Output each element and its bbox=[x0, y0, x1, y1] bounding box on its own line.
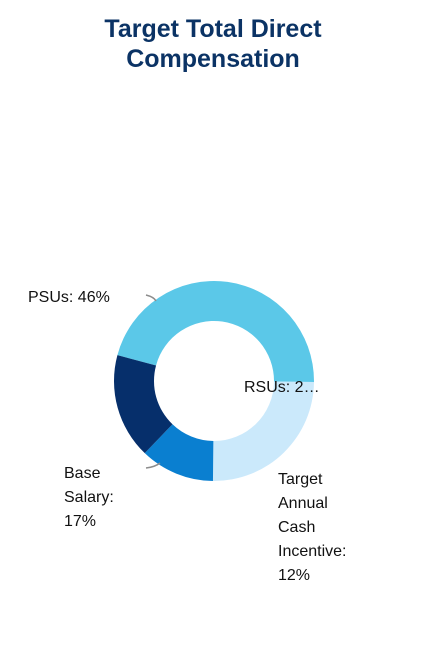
slice-base-salary bbox=[113, 355, 173, 454]
slice-psus bbox=[117, 280, 314, 383]
leader-line-base-salary bbox=[145, 462, 161, 469]
data-label-base-salary: Base Salary: 17% bbox=[64, 465, 114, 530]
data-label-target-annual-cash-incentive: Target Annual Cash Incentive: 12% bbox=[278, 471, 347, 584]
data-label-psus: PSUs: 46% bbox=[28, 289, 110, 306]
chart-title: Target Total Direct Compensation bbox=[0, 14, 426, 74]
chart-title-line-1: Target Total Direct bbox=[104, 15, 322, 43]
leader-line-psus bbox=[145, 294, 157, 302]
slice-target-annual-cash-incentive bbox=[144, 424, 214, 481]
slice-rsus bbox=[212, 381, 314, 481]
chart-title-line-2: Compensation bbox=[126, 45, 300, 73]
data-label-rsus: RSUs: 2… bbox=[244, 379, 320, 396]
